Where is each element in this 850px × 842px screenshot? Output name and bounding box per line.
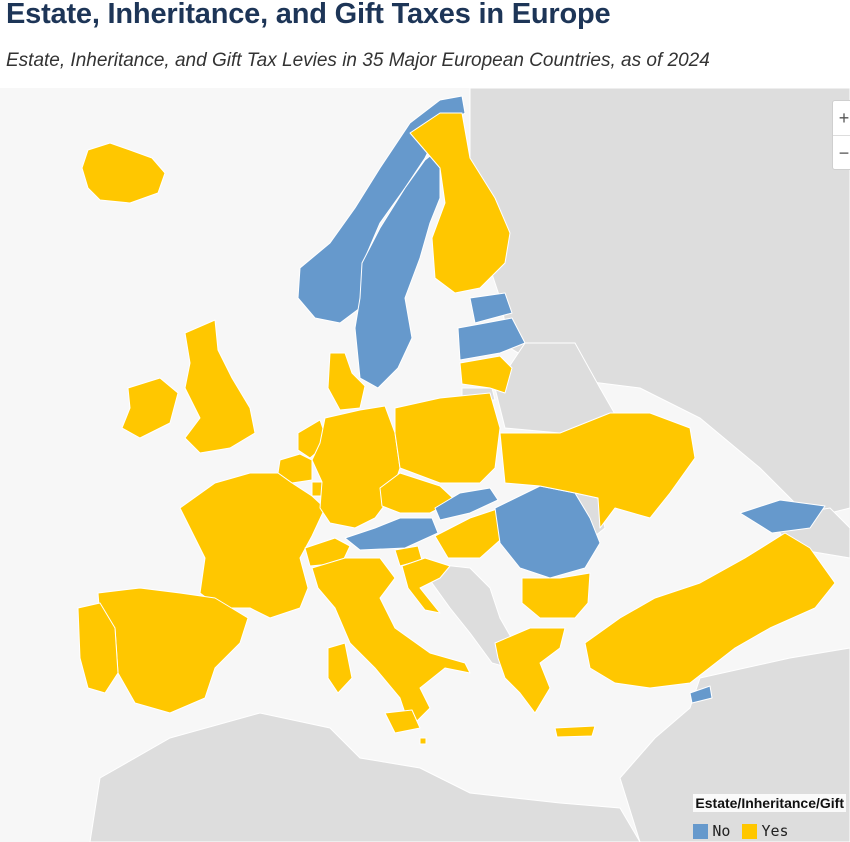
country-croatia[interactable]: Croatia <box>401 557 451 614</box>
zoom-out-button[interactable]: − <box>833 135 850 170</box>
legend-title: Estate/Inheritance/Gift <box>693 794 846 812</box>
country-sweden[interactable]: Sweden <box>354 147 441 389</box>
country-austria[interactable]: Austria <box>344 517 439 551</box>
country-france[interactable]: France <box>179 472 326 619</box>
country-italy-sardinia[interactable]: Italy <box>327 642 353 694</box>
country-cyprus[interactable]: Cyprus <box>689 685 713 704</box>
country-ukraine[interactable]: Ukraine <box>499 412 696 529</box>
country-ireland[interactable]: Ireland <box>121 377 179 439</box>
europe-map[interactable]: Iceland Norway Sweden Finland Estonia La… <box>0 88 850 842</box>
country-united-kingdom[interactable]: United Kingdom <box>184 319 256 454</box>
country-lithuania[interactable]: Lithuania <box>459 355 513 394</box>
country-switzerland[interactable]: Switzerland <box>304 537 351 567</box>
country-greece[interactable]: Greece <box>494 627 566 714</box>
map-area[interactable]: Iceland Norway Sweden Finland Estonia La… <box>0 88 850 842</box>
country-latvia[interactable]: Latvia <box>457 317 526 361</box>
zoom-in-button[interactable]: + <box>838 108 850 128</box>
legend-swatch-no <box>693 823 709 839</box>
country-spain[interactable]: Spain <box>97 587 249 714</box>
country-denmark[interactable]: Denmark <box>327 352 366 411</box>
country-iceland[interactable]: Iceland <box>81 142 166 204</box>
land-north-africa <box>89 712 641 842</box>
country-slovakia[interactable]: Slovakia <box>434 487 499 521</box>
country-poland[interactable]: Poland <box>394 392 501 484</box>
map-title: Estate, Inheritance, and Gift Taxes in E… <box>6 0 611 30</box>
country-bulgaria[interactable]: Bulgaria <box>521 572 591 619</box>
country-italy-sicily[interactable]: Italy <box>384 709 421 734</box>
legend-label-yes: Yes <box>761 822 789 840</box>
country-malta[interactable]: Malta <box>419 737 427 745</box>
country-italy[interactable]: Italy <box>311 557 471 729</box>
land-middle-east <box>619 647 850 842</box>
background-land <box>89 88 850 842</box>
country-finland[interactable]: Finland <box>409 112 511 294</box>
map-legend: Estate/Inheritance/Gift No Yes <box>693 794 846 840</box>
country-luxembourg[interactable]: Luxembourg <box>311 481 323 497</box>
country-greece-crete[interactable]: Greece <box>554 725 596 738</box>
country-turkey[interactable]: Turkey <box>584 532 836 689</box>
countries-layer: Iceland Norway Sweden Finland Estonia La… <box>77 95 836 745</box>
legend-swatch-yes <box>742 823 758 839</box>
legend-items: No Yes <box>693 822 846 840</box>
country-estonia[interactable]: Estonia <box>469 292 513 324</box>
map-subtitle: Estate, Inheritance, and Gift Tax Levies… <box>6 50 710 71</box>
country-portugal[interactable]: Portugal <box>77 602 119 694</box>
country-georgia[interactable]: Georgia <box>739 499 826 534</box>
legend-label-no: No <box>712 822 731 840</box>
country-germany[interactable]: Germany <box>311 405 401 529</box>
zoom-control: + − <box>832 100 850 170</box>
